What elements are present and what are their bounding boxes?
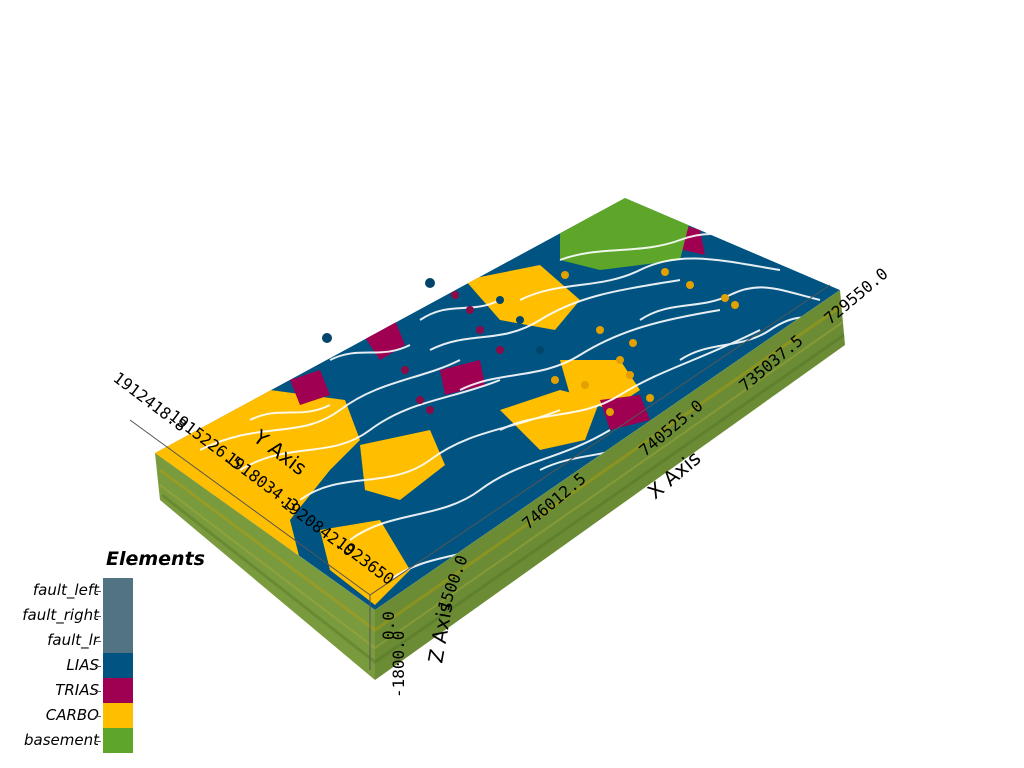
legend-dash [95,641,101,642]
legend-item-lias: LIAS [6,653,136,678]
axis-lines [129,284,831,670]
legend-label: CARBO [45,706,99,724]
legend-item-fault-left: fault_left [6,578,136,603]
legend-item-trias: TRIAS [6,678,136,703]
legend-swatch [103,653,133,678]
legend-swatch [103,728,133,753]
z-tick: -1800.0 [389,631,408,698]
legend-label: fault_left [32,581,99,599]
legend-dash [95,741,101,742]
legend-label: TRIAS [55,681,99,699]
legend-swatch [103,603,133,628]
surface-points [322,268,739,416]
model-front-face [155,453,375,680]
legend-swatch [103,578,133,603]
legend-title: Elements [106,548,205,570]
legend-item-fault-lr: fault_lr [6,628,136,653]
legend-swatch [103,678,133,703]
legend-dash [95,691,101,692]
legend-label: basement [24,731,99,749]
legend-swatch [103,703,133,728]
legend-item-basement: basement [6,728,136,753]
elements-legend: Elements fault_left fault_right fault_lr… [6,548,205,758]
side-strata [159,303,845,664]
legend-label: fault_right [22,606,99,624]
legend-label: LIAS [66,656,99,674]
legend-item-carbo: CARBO [6,703,136,728]
z-tick: 0.0 [379,611,398,640]
legend-dash [95,666,101,667]
legend-dash [95,616,101,617]
legend-dash [95,716,101,717]
legend-swatch [103,628,133,653]
legend-label: fault_lr [47,631,99,649]
model-right-face [375,290,845,680]
legend-item-fault-right: fault_right [6,603,136,628]
legend-dash [95,591,101,592]
